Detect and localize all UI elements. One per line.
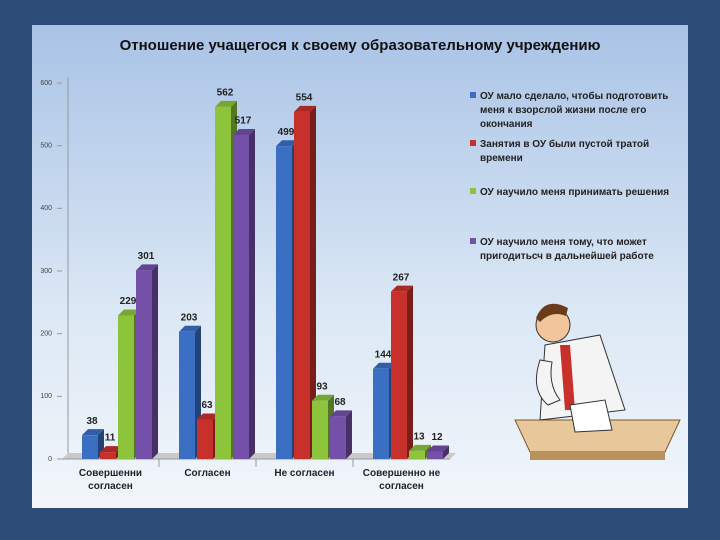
- bar: [312, 400, 328, 459]
- y-tick-label: 500: [40, 143, 52, 150]
- bar: [136, 270, 152, 459]
- bar-side: [310, 105, 316, 460]
- value-label: 11: [105, 433, 116, 444]
- bar-side: [407, 285, 413, 459]
- legend-swatch: [470, 140, 476, 146]
- value-label: 517: [235, 116, 252, 127]
- bar-top: [82, 429, 104, 436]
- bar-side: [152, 264, 158, 459]
- bar-top: [136, 264, 158, 271]
- legend-label: ОУ мало сделало, чтобы подготовить меня …: [480, 91, 669, 130]
- bar-top: [118, 309, 140, 316]
- bar-top: [409, 444, 431, 451]
- bar-side: [249, 129, 255, 459]
- illustration: [514, 303, 681, 460]
- y-tick-label: 300: [40, 268, 52, 275]
- x-tick-label: Не согласен: [274, 468, 335, 479]
- legend-swatch: [470, 238, 476, 244]
- value-label: 12: [431, 432, 443, 443]
- x-tick-label: Совершенни согласен: [78, 468, 143, 492]
- bar-top: [179, 325, 201, 332]
- bar-top: [312, 394, 334, 401]
- legend-swatch: [470, 188, 476, 194]
- bar: [118, 315, 134, 459]
- bar: [233, 135, 249, 459]
- bar: [197, 419, 213, 459]
- bar-top: [427, 445, 449, 452]
- value-label: 13: [413, 431, 425, 442]
- legend-label: Занятия в ОУ были пустой тратой времени: [480, 139, 650, 164]
- value-label: 68: [334, 397, 346, 408]
- value-label: 301: [138, 251, 155, 262]
- bar-top: [100, 446, 122, 453]
- bar-top: [294, 105, 316, 112]
- bar: [294, 111, 310, 460]
- bar-top: [233, 129, 255, 136]
- x-tick-label: Согласен: [184, 468, 231, 479]
- bar-side: [443, 445, 449, 459]
- value-label: 267: [393, 272, 410, 283]
- y-tick-label: 400: [40, 205, 52, 212]
- bar: [82, 435, 98, 459]
- bar: [100, 452, 116, 459]
- floor: [62, 453, 456, 459]
- bar-side: [346, 410, 352, 459]
- y-tick-label: 600: [40, 80, 52, 87]
- y-tick-label: 200: [40, 331, 52, 338]
- bar-top: [197, 413, 219, 420]
- value-label: 499: [278, 127, 295, 138]
- value-label: 554: [296, 92, 313, 103]
- value-label: 63: [201, 400, 213, 411]
- bar: [215, 106, 231, 460]
- y-tick-label: 100: [40, 393, 52, 400]
- bar: [409, 450, 425, 459]
- legend-label: ОУ научило меня принимать решения: [480, 187, 670, 198]
- legend-swatch: [470, 92, 476, 98]
- bar: [330, 416, 346, 459]
- y-tick-label: 0: [48, 456, 52, 463]
- bar: [427, 451, 443, 459]
- value-label: 203: [181, 312, 198, 323]
- desk-edge: [530, 452, 665, 460]
- value-label: 38: [86, 416, 98, 427]
- value-label: 562: [217, 87, 234, 98]
- value-label: 229: [120, 296, 137, 307]
- bar-top: [330, 410, 352, 417]
- bar-top: [373, 362, 395, 369]
- bar-top: [215, 100, 237, 107]
- legend-label: ОУ научило меня тому, что может пригодит…: [480, 237, 654, 262]
- value-label: 144: [375, 349, 392, 360]
- x-tick-label: Совершенно не согласен: [362, 468, 441, 492]
- bar-top: [391, 285, 413, 292]
- bar: [276, 146, 292, 459]
- chart-title: Отношение учащегося к своему образовател…: [120, 37, 601, 54]
- bar: [391, 291, 407, 459]
- value-label: 93: [316, 381, 328, 392]
- bar: [373, 368, 389, 459]
- bar: [179, 331, 195, 459]
- bar-top: [276, 140, 298, 147]
